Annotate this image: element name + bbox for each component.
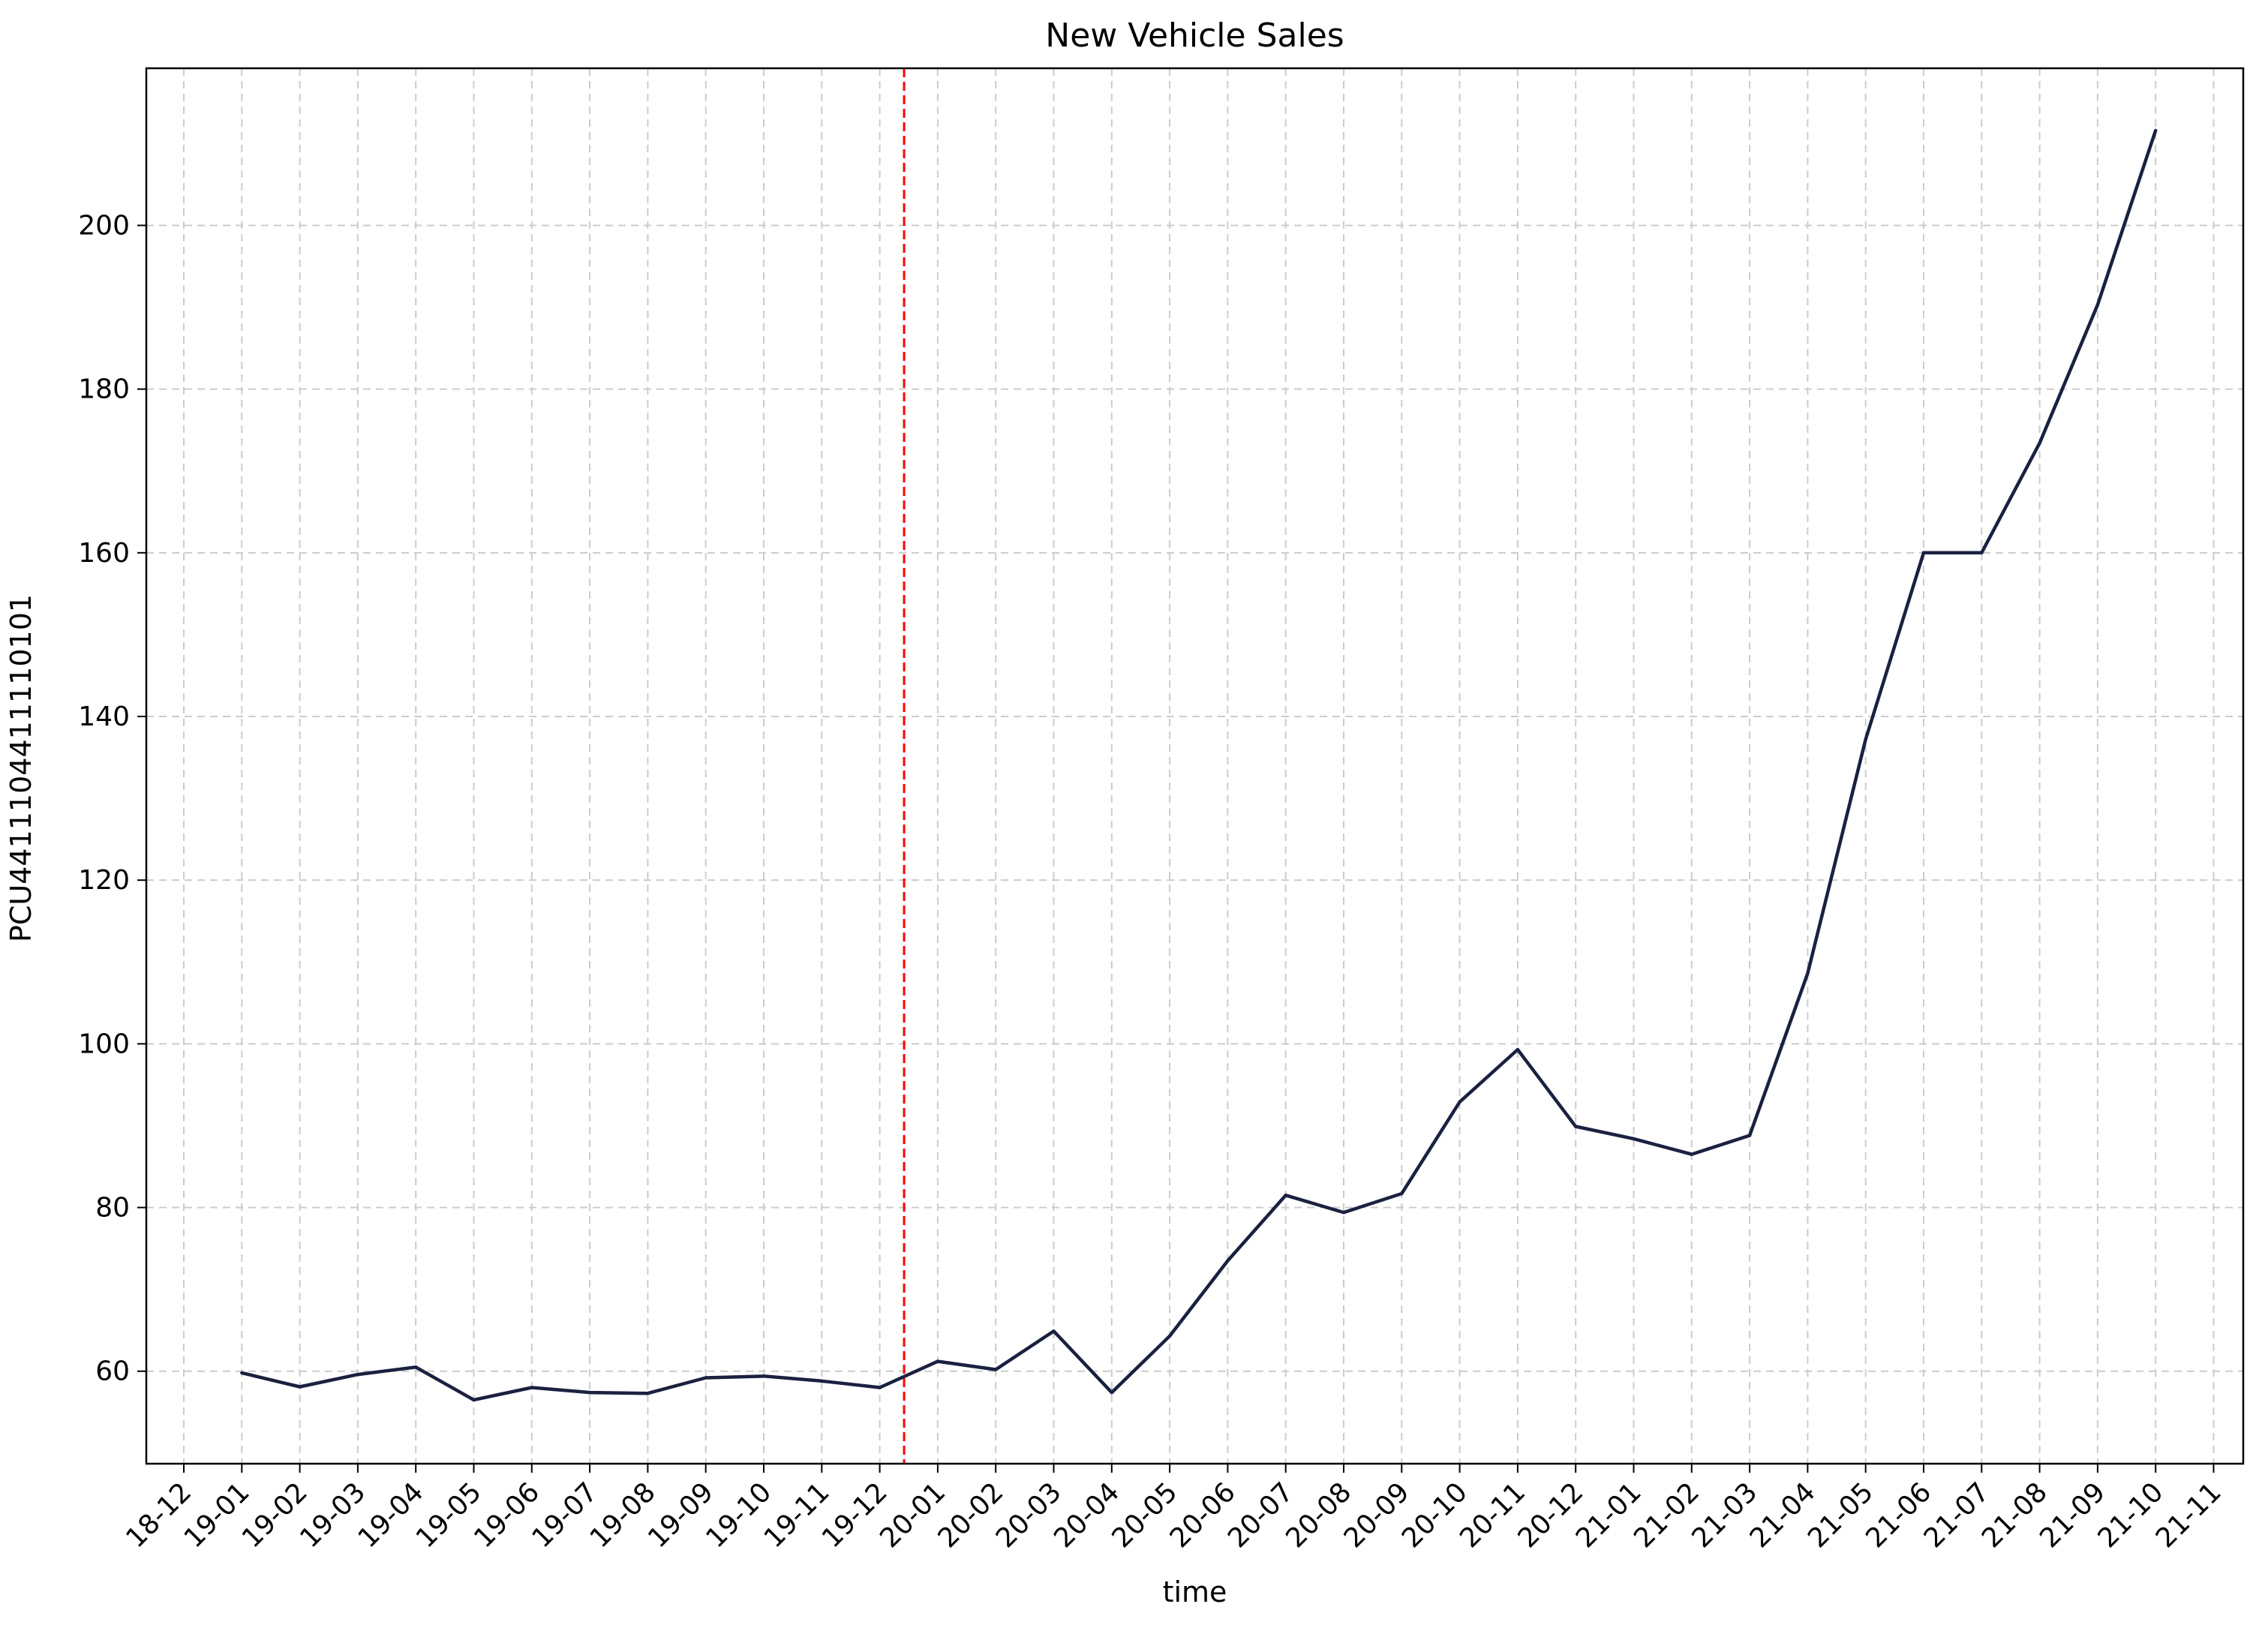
x-tick-label: 21-06 [1860, 1476, 1937, 1554]
x-tick-label: 19-06 [468, 1476, 545, 1554]
x-tick-label: 20-09 [1338, 1476, 1416, 1554]
x-tick-label: 19-02 [236, 1476, 314, 1554]
x-tick-label: 21-02 [1628, 1476, 1705, 1554]
y-tick-label: 120 [78, 865, 130, 896]
data-point [878, 1386, 882, 1389]
data-point [2095, 303, 2100, 307]
x-tick-label: 19-10 [700, 1476, 777, 1554]
data-point [1052, 1329, 1056, 1333]
x-tick-label: 20-12 [1513, 1476, 1590, 1554]
x-tick-label: 21-05 [1802, 1476, 1879, 1554]
x-tick-label: 21-03 [1687, 1476, 1764, 1554]
data-point [2154, 128, 2158, 133]
x-tick-label: 20-02 [933, 1476, 1010, 1554]
x-axis-ticks: 18-1219-0119-0219-0319-0419-0519-0619-07… [120, 1464, 2227, 1554]
x-tick-label: 19-12 [816, 1476, 894, 1554]
x-tick-label: 20-10 [1396, 1476, 1473, 1554]
data-point [1921, 551, 1926, 555]
data-point [1110, 1390, 1114, 1395]
x-tick-label: 19-08 [584, 1476, 662, 1554]
x-tick-label: 21-04 [1744, 1476, 1822, 1554]
data-point [1167, 1334, 1172, 1338]
data-point [646, 1391, 650, 1395]
x-tick-label: 19-01 [179, 1476, 256, 1554]
y-tick-label: 200 [78, 210, 130, 241]
data-point [1747, 1134, 1752, 1137]
data-point [472, 1398, 476, 1402]
x-tick-label: 19-03 [294, 1476, 371, 1554]
x-tick-label: 21-10 [2092, 1476, 2170, 1554]
data-point [298, 1385, 302, 1389]
data-point [1341, 1210, 1346, 1215]
data-point [2038, 441, 2041, 445]
x-axis-label: time [1162, 1575, 1227, 1608]
data-point [414, 1365, 418, 1369]
y-tick-label: 160 [78, 538, 130, 569]
data-point [240, 1371, 244, 1375]
data-point [1690, 1152, 1693, 1156]
x-tick-label: 20-03 [990, 1476, 1068, 1554]
data-point [704, 1376, 707, 1380]
data-point [994, 1368, 998, 1371]
y-tick-label: 100 [78, 1029, 130, 1059]
data-point [1864, 737, 1867, 741]
data-point [1458, 1100, 1461, 1104]
y-tick-label: 60 [95, 1356, 130, 1387]
data-point [820, 1379, 824, 1383]
x-tick-label: 19-04 [353, 1476, 430, 1554]
data-point [587, 1390, 592, 1395]
x-tick-label: 20-08 [1280, 1476, 1357, 1554]
chart-title: New Vehicle Sales [1045, 17, 1344, 55]
data-point [1284, 1193, 1287, 1197]
x-tick-label: 21-01 [1570, 1476, 1648, 1554]
y-tick-label: 80 [95, 1193, 130, 1224]
data-point [356, 1372, 360, 1377]
x-tick-label: 20-07 [1222, 1476, 1299, 1554]
x-tick-label: 19-11 [759, 1476, 836, 1554]
x-tick-label: 18-12 [120, 1476, 197, 1554]
x-tick-label: 20-04 [1048, 1476, 1125, 1554]
y-tick-label: 140 [78, 701, 130, 732]
x-tick-label: 19-09 [642, 1476, 719, 1554]
data-point [1516, 1047, 1520, 1052]
data-point [530, 1386, 533, 1389]
grid-layer [146, 68, 2243, 1464]
data-point [1632, 1137, 1636, 1141]
data-point [1806, 972, 1810, 975]
x-tick-label: 20-01 [874, 1476, 951, 1554]
x-tick-label: 21-09 [2034, 1476, 2111, 1554]
x-tick-label: 21-07 [1918, 1476, 1996, 1554]
x-tick-label: 20-06 [1164, 1476, 1242, 1554]
x-tick-label: 21-11 [2150, 1476, 2227, 1554]
data-point [936, 1359, 940, 1363]
data-point [1226, 1259, 1230, 1263]
x-tick-label: 21-08 [1976, 1476, 2053, 1554]
data-point [1574, 1125, 1578, 1128]
data-point [762, 1374, 766, 1378]
x-tick-label: 19-05 [410, 1476, 488, 1554]
data-point [1400, 1191, 1404, 1196]
x-tick-label: 19-07 [527, 1476, 604, 1554]
series-line [241, 130, 2158, 1402]
x-tick-label: 20-11 [1454, 1476, 1531, 1554]
x-tick-label: 20-05 [1107, 1476, 1184, 1554]
series-layer [240, 128, 2158, 1402]
y-tick-label: 180 [78, 374, 130, 405]
plot-frame [145, 67, 2245, 1465]
y-axis-ticks: 60 80 100 120 140 160 180 200 [78, 210, 146, 1387]
data-point [1980, 551, 1984, 555]
